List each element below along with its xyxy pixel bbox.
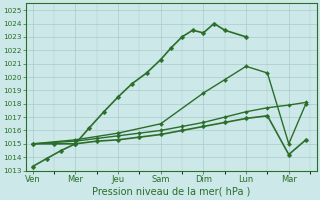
X-axis label: Pression niveau de la mer( hPa ): Pression niveau de la mer( hPa ) (92, 187, 251, 197)
